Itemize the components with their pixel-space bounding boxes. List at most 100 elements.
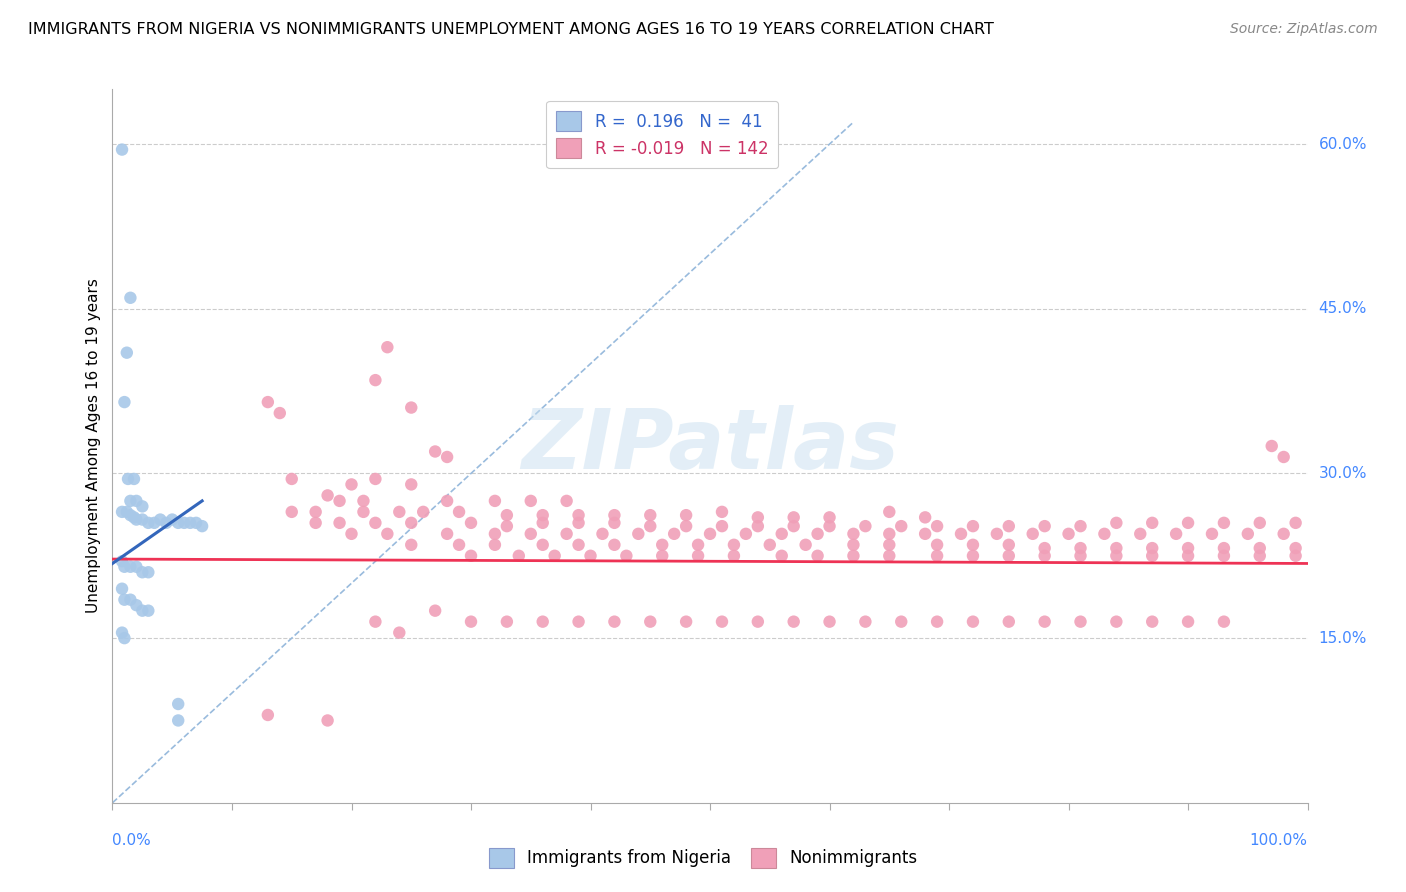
Point bbox=[1069, 541, 1091, 555]
Point bbox=[807, 526, 830, 541]
Point bbox=[257, 708, 280, 723]
Point bbox=[401, 401, 423, 415]
Point bbox=[603, 508, 626, 523]
Point bbox=[1177, 516, 1199, 530]
Point bbox=[794, 538, 817, 552]
Point bbox=[114, 631, 135, 645]
Point bbox=[1033, 549, 1056, 563]
Point bbox=[747, 519, 769, 533]
Point bbox=[723, 538, 745, 552]
Point bbox=[316, 488, 339, 502]
Point bbox=[603, 516, 626, 530]
Point bbox=[111, 625, 134, 640]
Text: 60.0%: 60.0% bbox=[1319, 136, 1367, 152]
Point bbox=[281, 472, 304, 486]
Point bbox=[1069, 549, 1091, 563]
Point bbox=[364, 373, 387, 387]
Text: 45.0%: 45.0% bbox=[1319, 301, 1367, 317]
Point bbox=[484, 538, 506, 552]
Point bbox=[782, 519, 804, 533]
Point bbox=[747, 510, 769, 524]
Point bbox=[567, 516, 591, 530]
Point bbox=[120, 592, 142, 607]
Point bbox=[962, 538, 984, 552]
Point bbox=[111, 582, 134, 596]
Point bbox=[120, 559, 142, 574]
Point bbox=[167, 697, 190, 711]
Point bbox=[782, 510, 804, 524]
Point bbox=[115, 345, 138, 359]
Point bbox=[304, 516, 326, 530]
Point bbox=[818, 519, 841, 533]
Point bbox=[986, 526, 1008, 541]
Point bbox=[998, 538, 1021, 552]
Point bbox=[651, 538, 673, 552]
Point bbox=[179, 516, 201, 530]
Point bbox=[328, 494, 352, 508]
Point bbox=[120, 494, 142, 508]
Point bbox=[425, 444, 447, 458]
Point bbox=[603, 538, 626, 552]
Point bbox=[364, 516, 387, 530]
Point bbox=[1105, 615, 1128, 629]
Point bbox=[125, 494, 148, 508]
Point bbox=[114, 592, 135, 607]
Point bbox=[531, 615, 554, 629]
Point bbox=[818, 510, 841, 524]
Point bbox=[531, 516, 554, 530]
Point bbox=[638, 615, 662, 629]
Point bbox=[962, 615, 984, 629]
Point bbox=[1105, 549, 1128, 563]
Point bbox=[723, 549, 745, 563]
Point bbox=[1033, 519, 1056, 533]
Point bbox=[925, 519, 948, 533]
Point bbox=[998, 519, 1021, 533]
Point bbox=[962, 549, 984, 563]
Point bbox=[842, 526, 865, 541]
Point bbox=[579, 549, 602, 563]
Point bbox=[711, 615, 734, 629]
Text: 30.0%: 30.0% bbox=[1319, 466, 1367, 481]
Point bbox=[143, 516, 166, 530]
Point bbox=[711, 519, 734, 533]
Point bbox=[186, 516, 208, 530]
Point bbox=[890, 519, 912, 533]
Text: IMMIGRANTS FROM NIGERIA VS NONIMMIGRANTS UNEMPLOYMENT AMONG AGES 16 TO 19 YEARS : IMMIGRANTS FROM NIGERIA VS NONIMMIGRANTS… bbox=[28, 22, 994, 37]
Point bbox=[257, 395, 280, 409]
Point bbox=[117, 472, 139, 486]
Point bbox=[638, 508, 662, 523]
Point bbox=[1033, 615, 1056, 629]
Point bbox=[388, 505, 411, 519]
Point bbox=[1272, 526, 1295, 541]
Y-axis label: Unemployment Among Ages 16 to 19 years: Unemployment Among Ages 16 to 19 years bbox=[86, 278, 101, 614]
Point bbox=[842, 549, 865, 563]
Text: ZIPatlas: ZIPatlas bbox=[522, 406, 898, 486]
Point bbox=[173, 516, 195, 530]
Point bbox=[782, 615, 804, 629]
Point bbox=[1164, 526, 1187, 541]
Point bbox=[567, 508, 591, 523]
Point bbox=[1201, 526, 1223, 541]
Point bbox=[484, 526, 506, 541]
Point bbox=[496, 519, 519, 533]
Point bbox=[686, 538, 709, 552]
Point bbox=[770, 549, 793, 563]
Point bbox=[1212, 549, 1236, 563]
Point bbox=[842, 538, 865, 552]
Point bbox=[114, 395, 135, 409]
Point bbox=[1177, 615, 1199, 629]
Point bbox=[114, 559, 135, 574]
Point bbox=[520, 494, 543, 508]
Point bbox=[162, 512, 183, 526]
Point bbox=[131, 604, 153, 618]
Point bbox=[962, 519, 984, 533]
Point bbox=[877, 526, 900, 541]
Point bbox=[111, 143, 134, 157]
Point bbox=[531, 538, 554, 552]
Point bbox=[998, 549, 1021, 563]
Point bbox=[1212, 516, 1236, 530]
Point bbox=[1212, 615, 1236, 629]
Point bbox=[401, 538, 423, 552]
Point bbox=[531, 508, 554, 523]
Point bbox=[1021, 526, 1043, 541]
